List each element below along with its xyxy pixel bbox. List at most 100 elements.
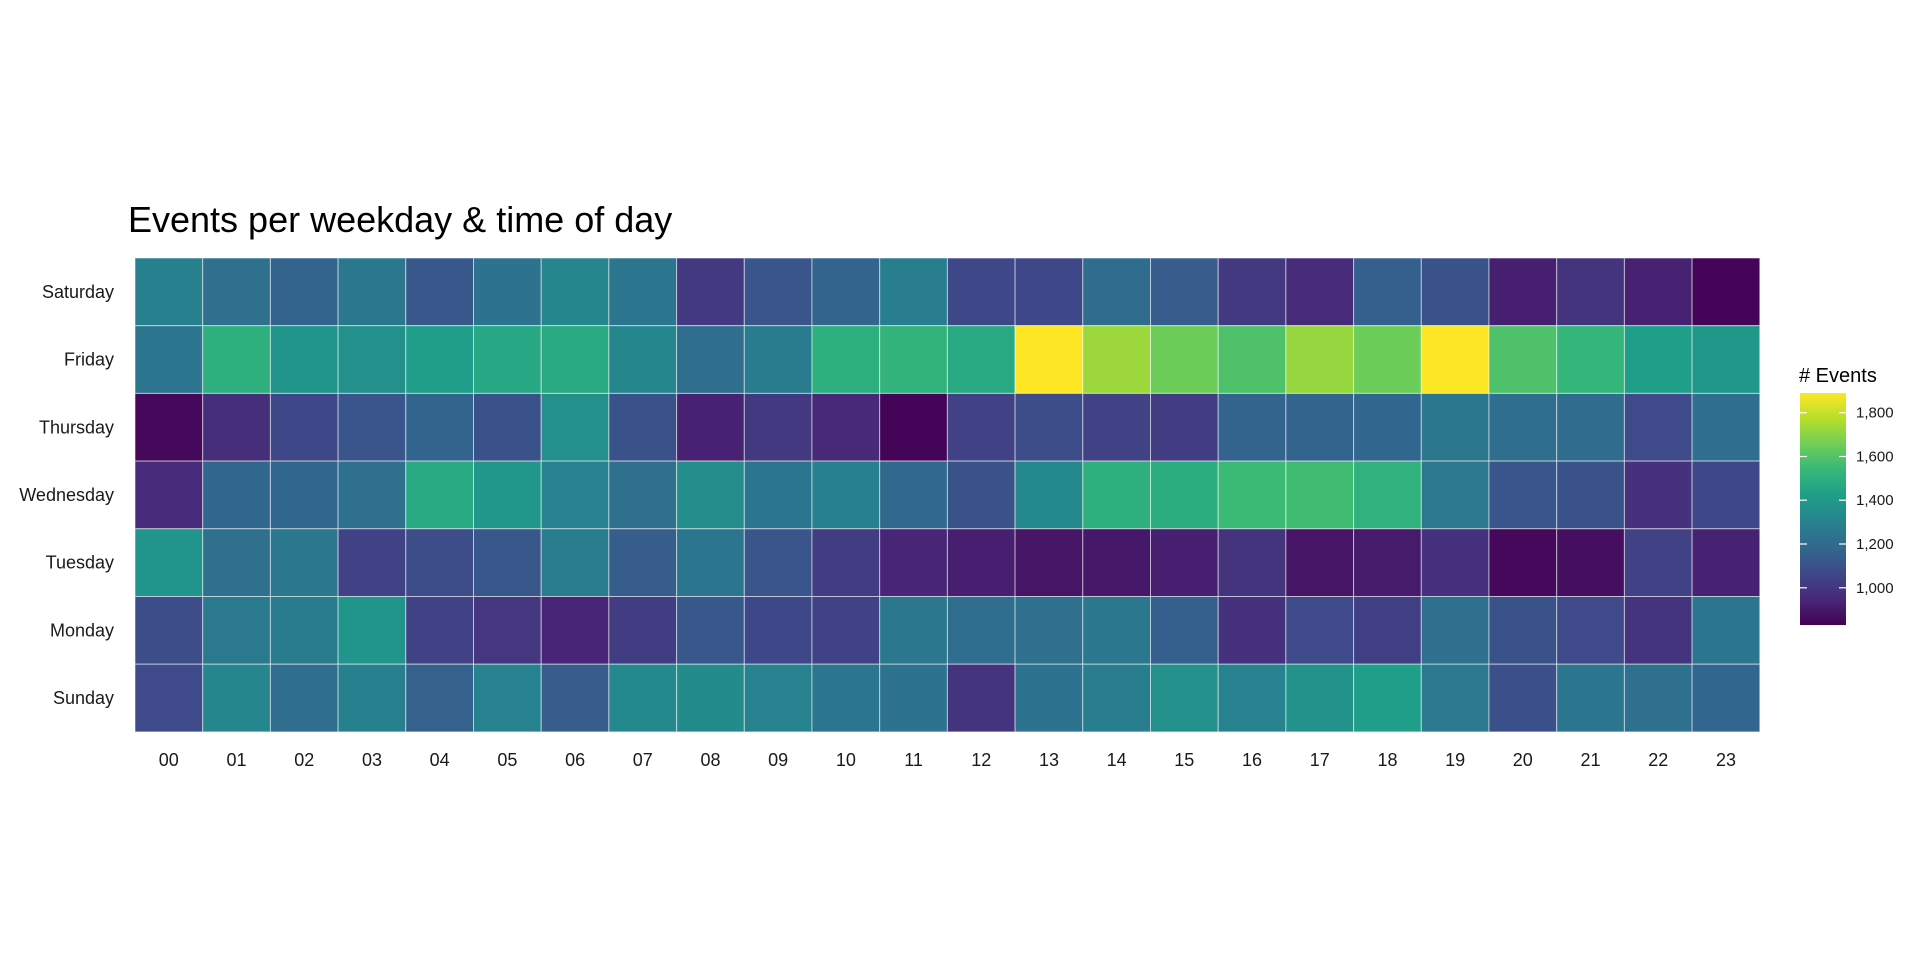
- heatmap-cell-saturday-09: [743, 257, 813, 327]
- heatmap-cell-friday-02: [269, 325, 339, 394]
- heatmap-cell-wednesday-18: [1353, 460, 1422, 530]
- heatmap-cell-tuesday-04: [405, 528, 474, 597]
- heatmap-cell-friday-09: [743, 325, 813, 394]
- heatmap-cell-wednesday-22: [1623, 460, 1693, 530]
- x-tick-label: 23: [1716, 750, 1736, 770]
- heatmap-cell-thursday-05: [473, 392, 542, 462]
- legend-title: # Events: [1799, 365, 1877, 387]
- heatmap-cell-sunday-20: [1488, 663, 1558, 733]
- heatmap-cell-wednesday-15: [1150, 460, 1219, 530]
- heatmap-cell-thursday-12: [946, 392, 1016, 462]
- x-tick-label: 00: [159, 750, 179, 770]
- heatmap-cell-thursday-21: [1556, 392, 1625, 462]
- heatmap-cell-monday-11: [879, 596, 948, 665]
- y-tick-label: Saturday: [42, 282, 114, 302]
- heatmap-cell-tuesday-20: [1488, 528, 1558, 597]
- x-tick-label: 09: [768, 750, 788, 770]
- heatmap-cell-tuesday-10: [811, 528, 881, 597]
- heatmap-cell-tuesday-03: [337, 528, 407, 597]
- x-tick-label: 14: [1107, 750, 1127, 770]
- heatmap-cell-wednesday-00: [134, 460, 204, 530]
- heatmap-cell-saturday-06: [540, 257, 610, 327]
- heatmap-cell-tuesday-09: [743, 528, 813, 597]
- x-tick-label: 19: [1445, 750, 1465, 770]
- heatmap-cell-wednesday-06: [540, 460, 610, 530]
- heatmap-cell-thursday-09: [743, 392, 813, 462]
- y-axis-labels: Saturday Friday Thursday Wednesday Tuesday Mo…: [19, 282, 114, 708]
- heatmap-cells: [134, 257, 1761, 733]
- heatmap-cell-thursday-00: [134, 392, 204, 462]
- y-tick-label: Monday: [50, 620, 114, 640]
- heatmap-cell-monday-00: [134, 596, 204, 665]
- heatmap-cell-friday-15: [1150, 325, 1219, 394]
- y-tick-label: Sunday: [53, 688, 114, 708]
- heatmap-cell-monday-13: [1014, 596, 1084, 665]
- heatmap-cell-tuesday-05: [473, 528, 542, 597]
- heatmap-cell-thursday-19: [1420, 392, 1490, 462]
- heatmap-cell-saturday-08: [676, 257, 745, 327]
- heatmap-cell-friday-01: [202, 325, 271, 394]
- x-tick-label: 03: [362, 750, 382, 770]
- heatmap-cell-sunday-00: [134, 663, 204, 733]
- heatmap-cell-tuesday-23: [1691, 528, 1761, 597]
- legend-tick-label: 1,600: [1856, 449, 1894, 466]
- heatmap-cell-wednesday-13: [1014, 460, 1084, 530]
- heatmap-cell-sunday-12: [946, 663, 1016, 733]
- heatmap-cell-saturday-11: [879, 257, 948, 327]
- heatmap-cell-sunday-23: [1691, 663, 1761, 733]
- heatmap-cell-thursday-04: [405, 392, 474, 462]
- heatmap-cell-thursday-20: [1488, 392, 1558, 462]
- heatmap-cell-wednesday-09: [743, 460, 813, 530]
- heatmap-cell-friday-17: [1285, 325, 1355, 394]
- heatmap-cell-friday-13: [1014, 325, 1084, 394]
- heatmap-cell-monday-12: [946, 596, 1016, 665]
- legend-tick-label: 1,400: [1856, 492, 1894, 509]
- heatmap-cell-friday-19: [1420, 325, 1490, 394]
- heatmap-cell-thursday-08: [676, 392, 745, 462]
- heatmap-cell-thursday-06: [540, 392, 610, 462]
- heatmap-cell-saturday-16: [1217, 257, 1287, 327]
- heatmap-cell-monday-02: [269, 596, 339, 665]
- x-tick-label: 13: [1039, 750, 1059, 770]
- heatmap-cell-tuesday-13: [1014, 528, 1084, 597]
- heatmap-cell-saturday-12: [946, 257, 1016, 327]
- heatmap-cell-sunday-01: [202, 663, 271, 733]
- x-tick-label: 10: [836, 750, 856, 770]
- heatmap-cell-monday-08: [676, 596, 745, 665]
- heatmap-cell-saturday-00: [134, 257, 204, 327]
- heatmap-cell-sunday-15: [1150, 663, 1219, 733]
- heatmap-cell-saturday-18: [1353, 257, 1422, 327]
- heatmap-cell-saturday-04: [405, 257, 474, 327]
- heatmap-cell-wednesday-05: [473, 460, 542, 530]
- heatmap-cell-tuesday-01: [202, 528, 271, 597]
- heatmap-cell-tuesday-11: [879, 528, 948, 597]
- heatmap-cell-saturday-14: [1082, 257, 1152, 327]
- heatmap-cell-saturday-07: [608, 257, 678, 327]
- x-tick-label: 01: [226, 750, 246, 770]
- x-tick-label: 17: [1310, 750, 1330, 770]
- x-tick-label: 18: [1377, 750, 1397, 770]
- heatmap-cell-sunday-21: [1556, 663, 1625, 733]
- heatmap-cell-wednesday-19: [1420, 460, 1490, 530]
- heatmap-cell-monday-19: [1420, 596, 1490, 665]
- heatmap-cell-friday-16: [1217, 325, 1287, 394]
- heatmap-cell-sunday-05: [473, 663, 542, 733]
- legend-colorbar: [1800, 393, 1846, 625]
- x-tick-label: 22: [1648, 750, 1668, 770]
- heatmap-cell-tuesday-00: [134, 528, 204, 597]
- heatmap-cell-friday-06: [540, 325, 610, 394]
- heatmap-cell-friday-07: [608, 325, 678, 394]
- y-tick-label: Tuesday: [46, 553, 114, 573]
- heatmap-cell-monday-20: [1488, 596, 1558, 665]
- heatmap-cell-tuesday-08: [676, 528, 745, 597]
- heatmap-cell-sunday-08: [676, 663, 745, 733]
- heatmap-cell-wednesday-03: [337, 460, 407, 530]
- heatmap-cell-monday-10: [811, 596, 881, 665]
- heatmap-cell-tuesday-19: [1420, 528, 1490, 597]
- heatmap-cell-friday-21: [1556, 325, 1625, 394]
- heatmap-cell-sunday-19: [1420, 663, 1490, 733]
- heatmap-cell-sunday-07: [608, 663, 678, 733]
- heatmap-cell-sunday-03: [337, 663, 407, 733]
- heatmap-cell-tuesday-21: [1556, 528, 1625, 597]
